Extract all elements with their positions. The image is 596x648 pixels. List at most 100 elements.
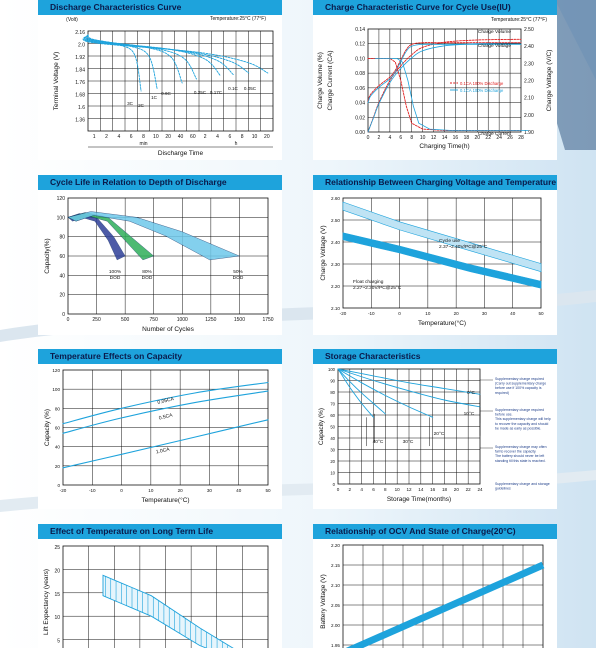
- cyclelife-label: 100%: [109, 269, 122, 275]
- cycle-legend-entry: 0.1CA 100% Discharge: [460, 88, 504, 93]
- discharge-yunit: (Volt): [66, 17, 78, 23]
- life-ytick: 5: [57, 639, 60, 645]
- volttemp-band-float: [342, 232, 542, 289]
- ocv-ytick: 2.20: [331, 543, 340, 548]
- storage-note-line: be made as early as possible.: [495, 426, 541, 430]
- storage-curve-10°C: [337, 368, 481, 408]
- cyclelife-label: 80%: [142, 269, 152, 275]
- storage-ytick: 70: [330, 402, 335, 407]
- discharge-label: 3C: [127, 101, 134, 106]
- storage-ytick: 10: [330, 471, 335, 476]
- storage-ytick: 40: [330, 436, 335, 441]
- storage-xtick: 2: [349, 487, 352, 492]
- cycle-ytick-left: 0.06: [355, 86, 365, 92]
- volttemp-ytick: 2.30: [331, 262, 340, 267]
- discharge-xtick: 2: [204, 134, 207, 140]
- discharge-xtick: 4: [117, 134, 120, 140]
- life-ytick: 15: [54, 592, 60, 598]
- discharge-label: 2C: [138, 103, 145, 108]
- discharge-annotation: Temperature:25°C (77°F): [210, 16, 266, 22]
- discharge-xtick: 60: [190, 134, 196, 140]
- storage-curve-30°C: [337, 368, 386, 415]
- tempcap-ytick: 20: [55, 464, 61, 469]
- volttemp-xtick: 40: [510, 311, 516, 316]
- cycle-label: Charge Voltage: [478, 43, 511, 49]
- storage-note-line: Supplementary charge required: [495, 377, 544, 381]
- tempcap-label: 1.0CA: [155, 447, 170, 456]
- discharge-label: 0.25C: [194, 90, 207, 95]
- storage-xtick: 20: [454, 487, 460, 492]
- volttemp-label: Float charging: [353, 279, 384, 285]
- volttemp-ytick: 2.20: [331, 284, 340, 289]
- cycle-curve-voltage-2: [367, 43, 522, 104]
- volttemp-label: 2.27~2.30V/PC@25°C: [353, 285, 402, 291]
- volttemp-xlabel: Temperature(°C): [418, 319, 466, 327]
- panel-volt-temp: Relationship Between Charging Voltage an…: [313, 175, 557, 335]
- discharge-ytick: 2.0: [78, 43, 85, 49]
- cycle-ytick-left: 0.14: [355, 27, 365, 33]
- life-ytick: 25: [54, 545, 60, 551]
- cycle-xtick: 22: [485, 135, 491, 141]
- cycle-ylabel-right: Charge Voltage (V/C): [546, 50, 553, 112]
- volttemp-xtick: 0: [398, 311, 401, 316]
- tempcap-xtick: 0: [120, 488, 123, 493]
- cycle-xtick: 2: [378, 135, 381, 141]
- cycle-ylabel-left2: Charge Current (CA): [327, 51, 334, 111]
- title-storage: Storage Characteristics: [313, 349, 557, 364]
- discharge-curve-3C: [87, 34, 142, 92]
- title-temp-capacity: Temperature Effects on Capacity: [38, 349, 282, 364]
- storage-note-line: Supplementary charge and storage: [495, 482, 550, 486]
- cycle-xtick: 6: [399, 135, 402, 141]
- tempcap-label: 0.5CA: [158, 412, 174, 421]
- panel-life: Effect of Temperature on Long Term Life …: [38, 524, 282, 648]
- storage-label: 10°C: [464, 411, 475, 417]
- storage-note-line: (Carry out supplementary charge: [495, 382, 546, 386]
- storage-xtick: 14: [418, 487, 424, 492]
- ocv-ytick: 2.15: [331, 563, 340, 568]
- storage-note-line: standing till this state is reached.: [495, 459, 546, 463]
- life-band: [102, 574, 234, 648]
- cyclelife-xtick: 250: [92, 317, 101, 323]
- volttemp-xtick: 50: [538, 311, 544, 316]
- cycle-xtick: 20: [475, 135, 481, 141]
- title-ocv: Relationship of OCV And State of Charge(…: [313, 524, 557, 539]
- cycle-ytick-right: 2.10: [524, 96, 534, 102]
- storage-curve-40°C: [337, 368, 374, 418]
- discharge-label: 0.1C: [228, 86, 238, 91]
- cyclelife-xlabel: Number of Cycles: [142, 326, 194, 333]
- storage-ylabel: Capacity (%): [318, 408, 325, 445]
- discharge-ytick: 1.6: [78, 105, 85, 111]
- tempcap-ytick: 40: [55, 445, 61, 450]
- storage-label: 0°C: [467, 390, 476, 396]
- cycle-ytick-left: 0.00: [355, 130, 365, 136]
- cyclelife-label: DOD: [142, 275, 153, 281]
- discharge-xtick: 4: [216, 134, 219, 140]
- tempcap-xtick: 20: [178, 488, 184, 493]
- discharge-ytick: 1.68: [75, 93, 85, 99]
- cycle-ytick-right: 1.90: [524, 130, 534, 136]
- cycle-ytick-left: 0.10: [355, 56, 365, 62]
- tempcap-ytick: 80: [55, 406, 61, 411]
- chart-cycle-life: 120 100 80 60 40 20 00 250 500 750 1000 1250 1500 175…: [44, 196, 274, 333]
- storage-ytick: 50: [330, 425, 335, 430]
- panel-ocv: Relationship of OCV And State of Charge(…: [313, 524, 557, 648]
- discharge-xlabel: Discharge Time: [158, 150, 204, 157]
- volttemp-label: Cycle use: [439, 238, 460, 244]
- cycle-ytick-left: 0.02: [355, 115, 365, 121]
- life-ytick: 10: [54, 615, 60, 621]
- storage-xtick: 22: [466, 487, 472, 492]
- storage-note-line: guidelines: [495, 487, 511, 491]
- panel-discharge: Discharge Characteristics Curve (Volt) Te…: [38, 0, 282, 160]
- chart-life: 25 20 15 10 5 Lift Expectancy (years): [43, 545, 269, 648]
- tempcap-ytick: 100: [52, 387, 60, 392]
- storage-note-line: to recover the capacity and should: [495, 422, 548, 426]
- title-cycle-charge: Charge Characteristic Curve for Cycle Us…: [313, 0, 557, 15]
- ocv-ytick: 2.10: [331, 583, 340, 588]
- cyclelife-ytick: 0: [62, 312, 65, 318]
- ocv-ytick: 1.95: [331, 643, 340, 648]
- discharge-curve-0.1C: [83, 34, 250, 74]
- volttemp-label: 2.37~2.40V/PC@25°C: [439, 244, 488, 250]
- ocv-ytick: 2.00: [331, 623, 340, 628]
- storage-note-line: This supplementary charge will help: [495, 417, 551, 421]
